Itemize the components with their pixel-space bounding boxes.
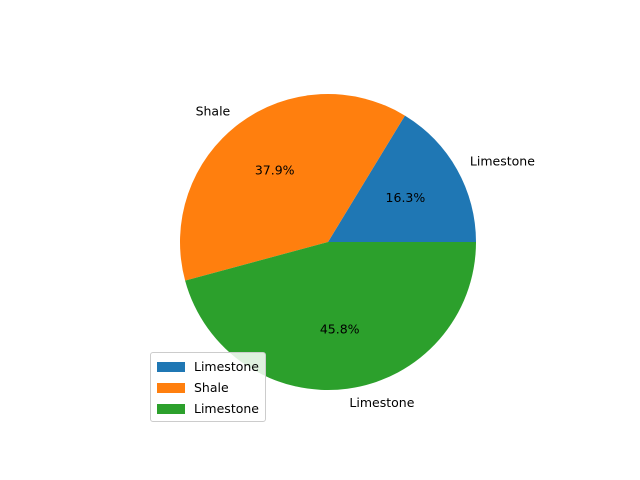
slice-label: Limestone (349, 395, 414, 410)
legend-item: Limestone (157, 356, 259, 377)
slice-label: Limestone (470, 154, 535, 169)
legend: Limestone Shale Limestone (150, 352, 266, 422)
pie-slice (328, 115, 477, 242)
legend-label: Limestone (194, 359, 259, 374)
slice-label: Shale (196, 103, 231, 118)
legend-swatch (157, 403, 185, 414)
slice-percent-label: 37.9% (255, 162, 295, 177)
pie-slices (180, 94, 477, 391)
legend-item: Shale (157, 377, 259, 398)
slice-percent-label: 45.8% (320, 322, 360, 337)
slice-percent-label: 16.3% (386, 190, 426, 205)
legend-label: Limestone (194, 401, 259, 416)
pie-labels: Limestone 16.3% Shale 37.9% Limestone 45.8% (196, 103, 536, 410)
legend-label: Shale (194, 380, 229, 395)
pie-slice (180, 94, 405, 281)
legend-swatch (157, 361, 185, 372)
legend-item: Limestone (157, 398, 259, 419)
legend-swatch (157, 382, 185, 393)
